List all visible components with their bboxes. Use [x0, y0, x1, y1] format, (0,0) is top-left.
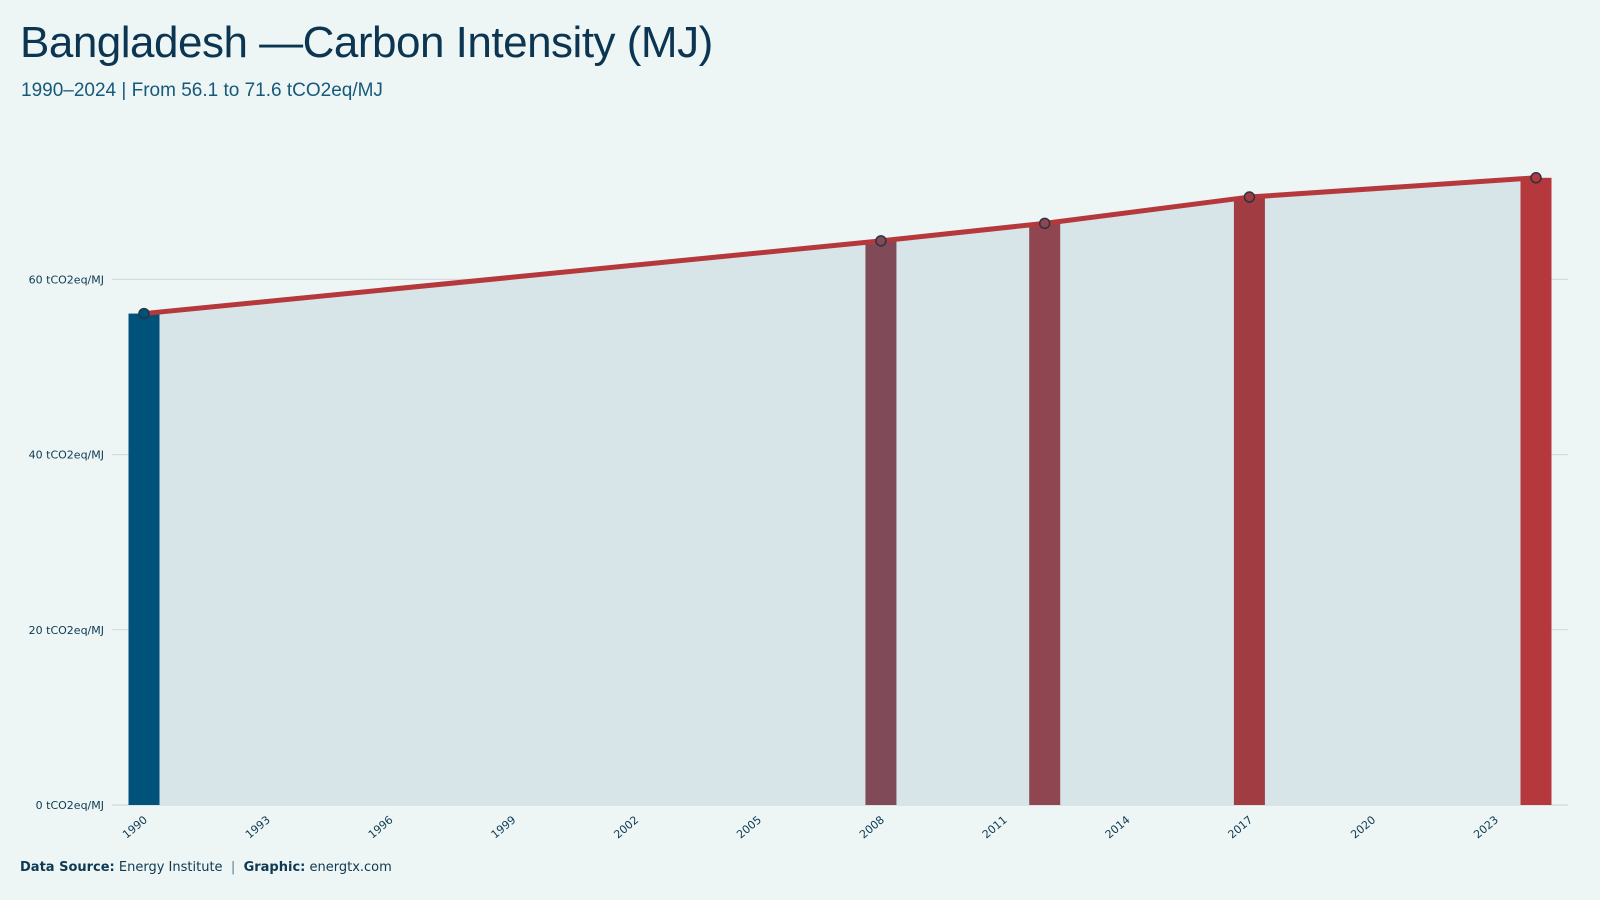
- bar-2024: [1520, 177, 1552, 805]
- bar-2012: [1029, 223, 1061, 805]
- graphic-value: energtx.com: [309, 860, 392, 875]
- bar-2017: [1233, 197, 1265, 805]
- data-point-1990: [138, 307, 150, 320]
- data-points: [138, 172, 1542, 320]
- x-tick-label: 2023: [1471, 813, 1501, 841]
- area-layer: [144, 177, 1536, 805]
- highlight-bars: [128, 177, 1552, 805]
- footer-credits: Data Source: Energy Institute | Graphic:…: [20, 860, 392, 875]
- x-tick-label: 2008: [857, 813, 887, 841]
- chart-title: Bangladesh —Carbon Intensity (MJ): [20, 18, 713, 67]
- data-point-2017: [1243, 191, 1256, 203]
- x-tick-label: 1993: [243, 813, 273, 841]
- x-tick-label: 1999: [489, 813, 519, 841]
- x-axis-ticks: 1990 1993 1996 1999 2002 2005 2008 2011 2014 2017…: [120, 813, 1501, 841]
- y-tick-label: 0 tCO2eq/MJ: [36, 799, 104, 812]
- y-tick-label: 60 tCO2eq/MJ: [29, 273, 104, 286]
- x-tick-label: 2011: [980, 813, 1010, 841]
- chart-subtitle: 1990–2024 | From 56.1 to 71.6 tCO2eq/MJ: [21, 80, 383, 101]
- source-value: Energy Institute: [118, 860, 223, 875]
- bar-2008: [865, 240, 897, 805]
- x-tick-label: 1990: [120, 813, 150, 841]
- y-tick-label: 40 tCO2eq/MJ: [29, 449, 104, 462]
- x-tick-label: 2002: [611, 813, 641, 841]
- data-point-2024: [1530, 172, 1542, 184]
- y-tick-label: 20 tCO2eq/MJ: [29, 624, 104, 637]
- x-tick-label: 2020: [1348, 813, 1378, 841]
- data-point-2008: [875, 235, 887, 247]
- area-fill: [144, 177, 1536, 805]
- footer-separator: |: [230, 860, 236, 875]
- bar-1990: [128, 313, 160, 805]
- source-label: Data Source:: [20, 860, 115, 875]
- x-tick-label: 2005: [734, 813, 764, 841]
- y-axis-ticks: 0 tCO2eq/MJ 20 tCO2eq/MJ 40 tCO2eq/MJ 60 tC…: [29, 273, 104, 812]
- x-tick-label: 2014: [1103, 813, 1133, 841]
- graphic-label: Graphic:: [243, 860, 306, 875]
- x-tick-label: 1996: [366, 813, 396, 841]
- data-point-2012: [1038, 217, 1051, 230]
- x-tick-label: 2017: [1226, 813, 1256, 841]
